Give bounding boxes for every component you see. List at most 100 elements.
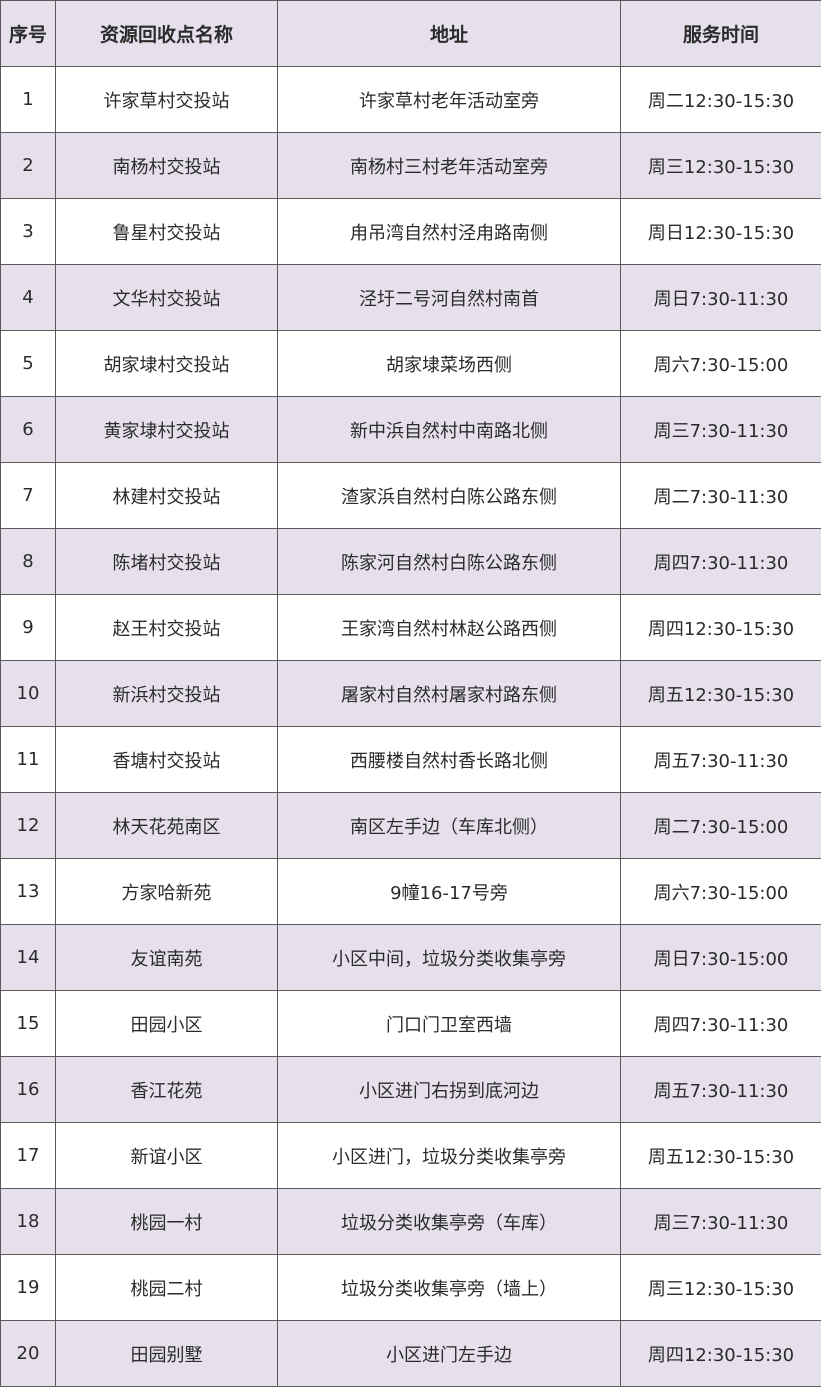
row-service-time: 周二12:30-15:30 xyxy=(620,66,821,133)
header-name: 资源回收点名称 xyxy=(55,0,278,67)
table-row: 16 香江花苑 小区进门右拐到底河边 周五7:30-11:30 xyxy=(0,1056,821,1123)
row-name: 桃园一村 xyxy=(55,1188,278,1255)
row-index: 5 xyxy=(0,330,56,397)
table-row: 7 林建村交投站 渣家浜自然村白陈公路东侧 周二7:30-11:30 xyxy=(0,462,821,529)
row-name: 赵王村交投站 xyxy=(55,594,278,661)
table-row: 3 鲁星村交投站 甪吊湾自然村泾甪路南侧 周日12:30-15:30 xyxy=(0,198,821,265)
row-name: 胡家埭村交投站 xyxy=(55,330,278,397)
row-name: 文华村交投站 xyxy=(55,264,278,331)
row-service-time: 周四12:30-15:30 xyxy=(620,1320,821,1387)
table-row: 6 黄家埭村交投站 新中浜自然村中南路北侧 周三7:30-11:30 xyxy=(0,396,821,463)
row-address: 陈家河自然村白陈公路东侧 xyxy=(277,528,621,595)
row-address: 许家草村老年活动室旁 xyxy=(277,66,621,133)
header-index: 序号 xyxy=(0,0,56,67)
row-name: 田园别墅 xyxy=(55,1320,278,1387)
row-index: 19 xyxy=(0,1254,56,1321)
row-address: 垃圾分类收集亭旁（车库） xyxy=(277,1188,621,1255)
row-index: 10 xyxy=(0,660,56,727)
row-address: 渣家浜自然村白陈公路东侧 xyxy=(277,462,621,529)
row-index: 8 xyxy=(0,528,56,595)
row-service-time: 周六7:30-15:00 xyxy=(620,330,821,397)
table-row: 9 赵王村交投站 王家湾自然村林赵公路西侧 周四12:30-15:30 xyxy=(0,594,821,661)
row-index: 4 xyxy=(0,264,56,331)
table-row: 17 新谊小区 小区进门，垃圾分类收集亭旁 周五12:30-15:30 xyxy=(0,1122,821,1189)
row-service-time: 周三7:30-11:30 xyxy=(620,1188,821,1255)
row-name: 新谊小区 xyxy=(55,1122,278,1189)
table-row: 11 香塘村交投站 西腰楼自然村香长路北侧 周五7:30-11:30 xyxy=(0,726,821,793)
row-address: 南区左手边（车库北侧） xyxy=(277,792,621,859)
row-name: 桃园二村 xyxy=(55,1254,278,1321)
row-index: 2 xyxy=(0,132,56,199)
row-service-time: 周三12:30-15:30 xyxy=(620,1254,821,1321)
row-service-time: 周四7:30-11:30 xyxy=(620,528,821,595)
row-index: 7 xyxy=(0,462,56,529)
table-row: 20 田园别墅 小区进门左手边 周四12:30-15:30 xyxy=(0,1320,821,1387)
row-address: 小区进门，垃圾分类收集亭旁 xyxy=(277,1122,621,1189)
table-row: 2 南杨村交投站 南杨村三村老年活动室旁 周三12:30-15:30 xyxy=(0,132,821,199)
table-row: 5 胡家埭村交投站 胡家埭菜场西侧 周六7:30-15:00 xyxy=(0,330,821,397)
header-row: 序号 资源回收点名称 地址 服务时间 xyxy=(0,0,821,67)
row-service-time: 周五12:30-15:30 xyxy=(620,660,821,727)
row-address: 胡家埭菜场西侧 xyxy=(277,330,621,397)
row-index: 18 xyxy=(0,1188,56,1255)
row-service-time: 周三12:30-15:30 xyxy=(620,132,821,199)
row-service-time: 周五7:30-11:30 xyxy=(620,726,821,793)
table-row: 14 友谊南苑 小区中间，垃圾分类收集亭旁 周日7:30-15:00 xyxy=(0,924,821,991)
row-service-time: 周五12:30-15:30 xyxy=(620,1122,821,1189)
row-index: 16 xyxy=(0,1056,56,1123)
row-address: 门口门卫室西墙 xyxy=(277,990,621,1057)
row-address: 甪吊湾自然村泾甪路南侧 xyxy=(277,198,621,265)
row-address: 屠家村自然村屠家村路东侧 xyxy=(277,660,621,727)
row-index: 6 xyxy=(0,396,56,463)
table-row: 4 文华村交投站 泾圩二号河自然村南首 周日7:30-11:30 xyxy=(0,264,821,331)
row-index: 17 xyxy=(0,1122,56,1189)
row-index: 12 xyxy=(0,792,56,859)
header-address: 地址 xyxy=(277,0,621,67)
row-service-time: 周二7:30-15:00 xyxy=(620,792,821,859)
row-index: 11 xyxy=(0,726,56,793)
row-address: 小区中间，垃圾分类收集亭旁 xyxy=(277,924,621,991)
row-name: 鲁星村交投站 xyxy=(55,198,278,265)
row-address: 新中浜自然村中南路北侧 xyxy=(277,396,621,463)
row-service-time: 周日7:30-15:00 xyxy=(620,924,821,991)
row-name: 新浜村交投站 xyxy=(55,660,278,727)
row-service-time: 周四12:30-15:30 xyxy=(620,594,821,661)
row-name: 香塘村交投站 xyxy=(55,726,278,793)
row-service-time: 周三7:30-11:30 xyxy=(620,396,821,463)
row-name: 方家哈新苑 xyxy=(55,858,278,925)
row-address: 9幢16-17号旁 xyxy=(277,858,621,925)
table-row: 8 陈堵村交投站 陈家河自然村白陈公路东侧 周四7:30-11:30 xyxy=(0,528,821,595)
row-name: 友谊南苑 xyxy=(55,924,278,991)
row-service-time: 周二7:30-11:30 xyxy=(620,462,821,529)
row-index: 15 xyxy=(0,990,56,1057)
row-name: 林天花苑南区 xyxy=(55,792,278,859)
row-address: 西腰楼自然村香长路北侧 xyxy=(277,726,621,793)
table-row: 10 新浜村交投站 屠家村自然村屠家村路东侧 周五12:30-15:30 xyxy=(0,660,821,727)
row-address: 泾圩二号河自然村南首 xyxy=(277,264,621,331)
row-index: 13 xyxy=(0,858,56,925)
row-name: 许家草村交投站 xyxy=(55,66,278,133)
table-row: 18 桃园一村 垃圾分类收集亭旁（车库） 周三7:30-11:30 xyxy=(0,1188,821,1255)
row-name: 香江花苑 xyxy=(55,1056,278,1123)
row-name: 陈堵村交投站 xyxy=(55,528,278,595)
row-service-time: 周日7:30-11:30 xyxy=(620,264,821,331)
table-row: 1 许家草村交投站 许家草村老年活动室旁 周二12:30-15:30 xyxy=(0,66,821,133)
table-row: 15 田园小区 门口门卫室西墙 周四7:30-11:30 xyxy=(0,990,821,1057)
row-address: 垃圾分类收集亭旁（墙上） xyxy=(277,1254,621,1321)
table-row: 19 桃园二村 垃圾分类收集亭旁（墙上） 周三12:30-15:30 xyxy=(0,1254,821,1321)
row-index: 9 xyxy=(0,594,56,661)
header-service-time: 服务时间 xyxy=(620,0,821,67)
row-name: 黄家埭村交投站 xyxy=(55,396,278,463)
row-name: 林建村交投站 xyxy=(55,462,278,529)
row-service-time: 周日12:30-15:30 xyxy=(620,198,821,265)
table-row: 12 林天花苑南区 南区左手边（车库北侧） 周二7:30-15:00 xyxy=(0,792,821,859)
row-service-time: 周四7:30-11:30 xyxy=(620,990,821,1057)
row-name: 南杨村交投站 xyxy=(55,132,278,199)
row-address: 小区进门右拐到底河边 xyxy=(277,1056,621,1123)
row-address: 南杨村三村老年活动室旁 xyxy=(277,132,621,199)
row-index: 20 xyxy=(0,1320,56,1387)
row-service-time: 周六7:30-15:00 xyxy=(620,858,821,925)
row-index: 14 xyxy=(0,924,56,991)
row-service-time: 周五7:30-11:30 xyxy=(620,1056,821,1123)
